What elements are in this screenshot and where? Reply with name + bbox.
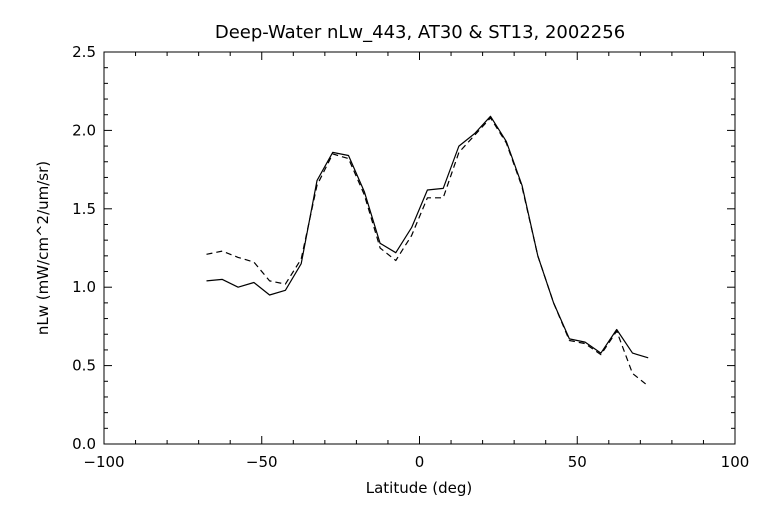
y-axis-label: nLw (mW/cm^2/um/sr) — [34, 161, 52, 335]
series-line-dashed — [206, 117, 649, 387]
x-tick-label: −100 — [83, 453, 124, 471]
y-tick-label: 1.0 — [72, 278, 96, 296]
y-tick-label: 2.0 — [72, 121, 96, 139]
x-tick-label: 50 — [568, 453, 587, 471]
series-group — [206, 115, 649, 387]
tick-labels: −100 −50 0 50 100 0.0 0.5 1.0 1.5 2.0 2.5 — [72, 43, 749, 471]
x-axis-label: Latitude (deg) — [366, 479, 472, 497]
chart-title: Deep-Water nLw_443, AT30 & ST13, 2002256 — [215, 22, 625, 43]
axis-ticks — [103, 51, 736, 445]
x-tick-label: 0 — [415, 453, 425, 471]
y-tick-label: 1.5 — [72, 200, 96, 218]
x-tick-label: 100 — [721, 453, 750, 471]
y-tick-label: 2.5 — [72, 43, 96, 61]
y-tick-label: 0.5 — [72, 357, 96, 375]
y-tick-label: 0.0 — [72, 435, 96, 453]
series-line-solid — [206, 115, 649, 359]
x-tick-label: −50 — [246, 453, 278, 471]
